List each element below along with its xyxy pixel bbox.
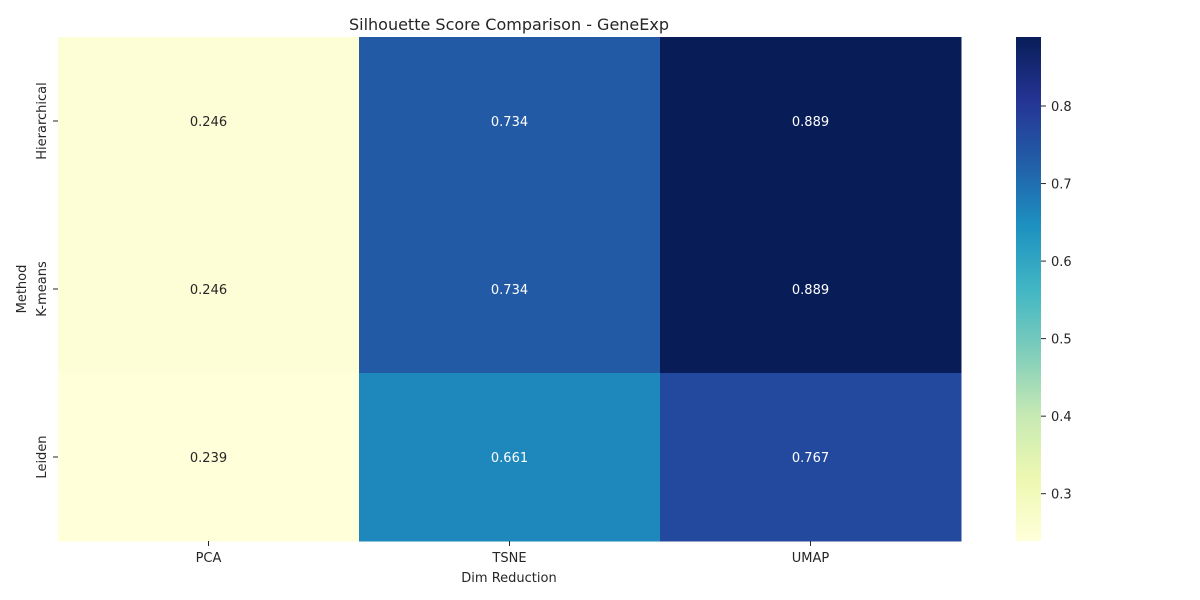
colorbar-tick-label: 0.4 (1051, 410, 1072, 425)
y-tick-label: Leiden (35, 435, 50, 478)
colorbar: 0.3 0.4 0.5 0.6 0.7 0.8 (1016, 37, 1072, 541)
heatmap-cell (660, 37, 962, 206)
colorbar-tick-label: 0.3 (1051, 488, 1072, 503)
y-tick-label: K-means (35, 261, 50, 317)
cell-value-label: 0.734 (491, 283, 528, 298)
colorbar-tick-label: 0.7 (1051, 178, 1072, 193)
cell-value-label: 0.661 (491, 451, 528, 466)
colorbar-ticks: 0.3 0.4 0.5 0.6 0.7 0.8 (1041, 100, 1072, 503)
cell-value-label: 0.889 (792, 283, 829, 298)
heatmap-cell (58, 373, 360, 542)
heatmap-cells: 0.246 0.734 0.889 0.246 0.734 0.889 0.239 0.661… (58, 37, 962, 542)
cell-value-label: 0.239 (190, 451, 227, 466)
heatmap-cell (359, 373, 661, 542)
heatmap-cell (359, 205, 661, 374)
cell-value-label: 0.246 (190, 115, 227, 130)
cell-value-label: 0.889 (792, 115, 829, 130)
heatmap-cell (359, 37, 661, 206)
chart-title: Silhouette Score Comparison - GeneExp (349, 15, 669, 34)
y-axis-label: Method (15, 265, 30, 314)
x-tick-label: TSNE (491, 551, 526, 566)
colorbar-tick-label: 0.5 (1051, 333, 1072, 348)
x-axis-label: Dim Reduction (461, 571, 556, 586)
cell-value-label: 0.767 (792, 451, 829, 466)
colorbar-tick-label: 0.6 (1051, 255, 1072, 270)
heatmap-cell (660, 205, 962, 374)
x-tick-label: PCA (196, 551, 222, 566)
colorbar-gradient (1016, 37, 1041, 541)
x-tick-label: UMAP (792, 551, 830, 566)
cell-value-label: 0.246 (190, 283, 227, 298)
colorbar-tick-label: 0.8 (1051, 100, 1072, 115)
heatmap-cell (58, 37, 360, 206)
heatmap-cell (660, 373, 962, 542)
y-axis-ticks: Hierarchical K-means Leiden (35, 82, 58, 479)
x-axis-ticks: PCA TSNE UMAP (196, 541, 830, 566)
y-tick-label: Hierarchical (35, 82, 50, 159)
cell-value-label: 0.734 (491, 115, 528, 130)
heatmap-cell (58, 205, 360, 374)
